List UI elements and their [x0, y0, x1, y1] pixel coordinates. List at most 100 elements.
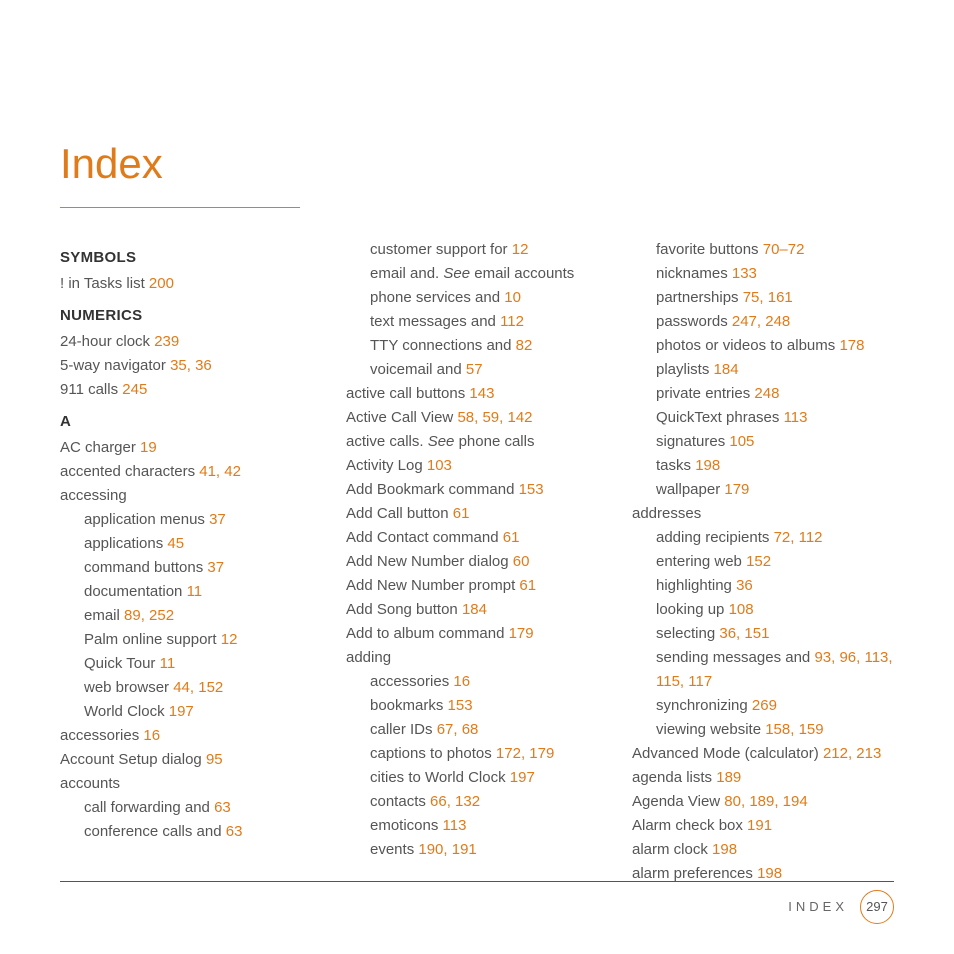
index-subentry: selecting 36, 151: [632, 622, 894, 646]
page-ref[interactable]: 16: [143, 727, 160, 744]
page-ref[interactable]: 143: [469, 385, 494, 402]
page-ref[interactable]: 179: [509, 625, 534, 642]
page-ref[interactable]: 105: [729, 433, 754, 450]
page-ref[interactable]: 58, 59, 142: [457, 409, 532, 426]
index-subentry: documentation 11: [60, 580, 322, 604]
page-ref[interactable]: 12: [512, 241, 529, 258]
entry-text: entering web: [656, 553, 746, 570]
page-ref[interactable]: 82: [516, 337, 533, 354]
page-ref[interactable]: 75, 161: [743, 289, 793, 306]
page-ref[interactable]: 95: [206, 751, 223, 768]
page-ref[interactable]: 61: [503, 529, 520, 546]
page-ref[interactable]: 19: [140, 439, 157, 456]
index-subentry: synchronizing 269: [632, 694, 894, 718]
page-ref[interactable]: 11: [187, 583, 203, 600]
index-subentry: QuickText phrases 113: [632, 406, 894, 430]
page-ref[interactable]: 112: [500, 313, 524, 330]
entry-text: accessories: [60, 727, 143, 744]
section-heading-a: A: [60, 410, 322, 434]
page-ref[interactable]: 113: [443, 817, 467, 834]
index-entry: Add New Number dialog 60: [346, 550, 608, 574]
page-ref[interactable]: 133: [732, 265, 757, 282]
page-ref[interactable]: 197: [510, 769, 535, 786]
index-subentry: wallpaper 179: [632, 478, 894, 502]
page-ref[interactable]: 36, 151: [719, 625, 769, 642]
index-subentry: accessories 16: [346, 670, 608, 694]
page-ref[interactable]: 89, 252: [124, 607, 174, 624]
page-ref[interactable]: 113: [784, 409, 808, 426]
index-subentry: Palm online support 12: [60, 628, 322, 652]
page-ref[interactable]: 248: [754, 385, 779, 402]
page-ref[interactable]: 44, 152: [173, 679, 223, 696]
index-subentry: application menus 37: [60, 508, 322, 532]
page-ref[interactable]: 16: [453, 673, 470, 690]
page-ref[interactable]: 10: [504, 289, 521, 306]
page-ref[interactable]: 179: [724, 481, 749, 498]
page-ref[interactable]: 200: [149, 275, 174, 292]
entry-text: Palm online support: [84, 631, 221, 648]
entry-text: Alarm check box: [632, 817, 747, 834]
page-ref[interactable]: 66, 132: [430, 793, 480, 810]
page-ref[interactable]: 35, 36: [170, 357, 212, 374]
page-ref[interactable]: 63: [214, 799, 231, 816]
page-ref[interactable]: 198: [712, 841, 737, 858]
page-ref[interactable]: 11: [160, 655, 176, 672]
page-ref[interactable]: 63: [226, 823, 243, 840]
page-ref[interactable]: 57: [466, 361, 483, 378]
index-subentry: viewing website 158, 159: [632, 718, 894, 742]
page-ref[interactable]: 197: [169, 703, 194, 720]
page-ref[interactable]: 108: [729, 601, 754, 618]
entry-text: alarm clock: [632, 841, 712, 858]
entry-text: voicemail and: [370, 361, 466, 378]
entry-text: text messages and: [370, 313, 500, 330]
section-heading-numerics: NUMERICS: [60, 304, 322, 328]
entry-text: customer support for: [370, 241, 512, 258]
page-ref[interactable]: 70–72: [763, 241, 805, 258]
page-ref[interactable]: 60: [513, 553, 530, 570]
entry-text: email and.: [370, 265, 443, 282]
page-ref[interactable]: 190, 191: [418, 841, 476, 858]
page-ref[interactable]: 191: [747, 817, 772, 834]
page-ref[interactable]: 37: [209, 511, 226, 528]
page-ref[interactable]: 72, 112: [774, 529, 823, 546]
index-subentry: email and. See email accounts: [346, 262, 608, 286]
index-entry: adding: [346, 646, 608, 670]
page-ref[interactable]: 103: [427, 457, 452, 474]
index-subentry: email 89, 252: [60, 604, 322, 628]
page-ref[interactable]: 152: [746, 553, 771, 570]
page-ref[interactable]: 184: [714, 361, 739, 378]
index-subentry: looking up 108: [632, 598, 894, 622]
page-ref[interactable]: 178: [839, 337, 864, 354]
page-ref[interactable]: 45: [167, 535, 184, 552]
index-subentry: Quick Tour 11: [60, 652, 322, 676]
index-entry: Agenda View 80, 189, 194: [632, 790, 894, 814]
entry-text: Agenda View: [632, 793, 724, 810]
page-ref[interactable]: 172, 179: [496, 745, 554, 762]
page-ref[interactable]: 245: [122, 381, 147, 398]
page-ref[interactable]: 67, 68: [437, 721, 479, 738]
page-ref[interactable]: 212, 213: [823, 745, 881, 762]
page-ref[interactable]: 61: [453, 505, 470, 522]
page-ref[interactable]: 41, 42: [199, 463, 241, 480]
page-ref[interactable]: 198: [757, 865, 782, 882]
page-ref[interactable]: 61: [519, 577, 536, 594]
entry-text: World Clock: [84, 703, 169, 720]
page-ref[interactable]: 198: [695, 457, 720, 474]
page-ref[interactable]: 153: [448, 697, 473, 714]
index-subentry: text messages and 112: [346, 310, 608, 334]
page-ref[interactable]: 12: [221, 631, 238, 648]
entry-text: highlighting: [656, 577, 736, 594]
page-ref[interactable]: 158, 159: [765, 721, 823, 738]
page-ref[interactable]: 239: [154, 333, 179, 350]
page-ref[interactable]: 153: [519, 481, 544, 498]
page-ref[interactable]: 37: [207, 559, 224, 576]
page-ref[interactable]: 189: [716, 769, 741, 786]
entry-text: Activity Log: [346, 457, 427, 474]
entry-text: private entries: [656, 385, 754, 402]
page-ref[interactable]: 36: [736, 577, 753, 594]
page-ref[interactable]: 184: [462, 601, 487, 618]
page-ref[interactable]: 269: [752, 697, 777, 714]
index-subentry: photos or videos to albums 178: [632, 334, 894, 358]
page-ref[interactable]: 247, 248: [732, 313, 790, 330]
page-ref[interactable]: 80, 189, 194: [724, 793, 807, 810]
